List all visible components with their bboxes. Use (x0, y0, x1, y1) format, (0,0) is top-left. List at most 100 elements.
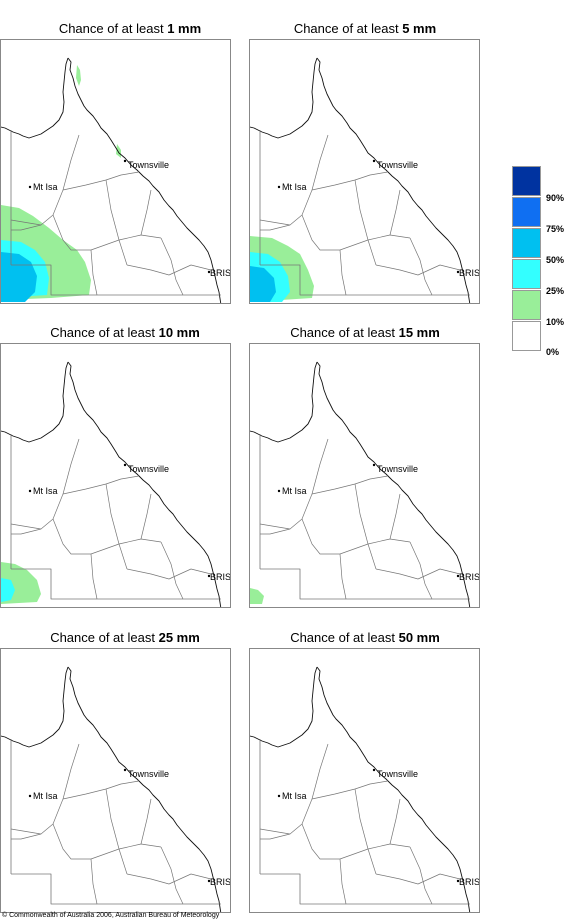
townsville-label: Townsville (377, 160, 418, 170)
map-50mm: Townsville Mt Isa BRIS (249, 648, 480, 913)
mt-isa-marker (28, 489, 32, 493)
brisbane-marker (456, 270, 460, 274)
legend-label-75: 75% (546, 224, 565, 234)
district-boundary (62, 171, 140, 191)
district-boundary (10, 438, 80, 530)
legend-swatch-50 (512, 228, 541, 258)
mt-isa-label: Mt Isa (282, 791, 307, 801)
map-25mm: Townsville Mt Isa BRIS (0, 648, 231, 913)
coastline (316, 57, 471, 303)
gulf-coastline (1, 666, 69, 748)
district-boundary (409, 846, 433, 905)
gulf-coastline (250, 361, 318, 443)
district-boundary (90, 249, 98, 296)
map-5mm: Townsville Mt Isa BRIS (249, 39, 480, 304)
district-boundary (62, 780, 140, 800)
legend-label-50: 50% (546, 255, 565, 265)
district-boundary (311, 780, 389, 800)
townsville-label: Townsville (128, 160, 169, 170)
townsville-marker (372, 463, 376, 467)
state-border (259, 434, 470, 600)
district-boundary (140, 798, 152, 845)
mt-isa-marker (277, 489, 281, 493)
gulf-coastline (1, 57, 69, 139)
district-boundary (260, 528, 291, 535)
district-boundary (126, 873, 212, 885)
district-boundary (389, 798, 401, 845)
district-boundary (140, 189, 152, 236)
district-boundary (389, 493, 401, 540)
gulf-coastline (1, 361, 69, 443)
map-1mm: Townsville Mt Isa BRIS (0, 39, 231, 304)
district-boundary (62, 475, 140, 495)
map-svg: Townsville Mt Isa BRIS (1, 361, 230, 607)
probability-area (1, 578, 15, 602)
state-border (259, 130, 470, 296)
district-boundary (389, 189, 401, 236)
district-boundary (260, 224, 291, 231)
legend-swatch-75 (512, 197, 541, 227)
map-10mm: Townsville Mt Isa BRIS (0, 343, 231, 608)
district-boundary (105, 788, 128, 875)
district-boundary (339, 858, 347, 905)
brisbane-marker (207, 574, 211, 578)
map-svg: Townsville Mt Isa BRIS (250, 361, 480, 607)
legend-label-10: 10% (546, 317, 565, 327)
legend-label-25: 25% (546, 286, 565, 296)
brisbane-label: BRIS (459, 572, 480, 582)
mt-isa-label: Mt Isa (282, 182, 307, 192)
legend-swatch-10 (512, 290, 541, 320)
mt-isa-marker (277, 185, 281, 189)
district-boundary (11, 528, 42, 535)
district-boundary (339, 553, 347, 600)
district-boundary (105, 483, 128, 570)
mt-isa-marker (277, 794, 281, 798)
coastline (67, 361, 222, 607)
coastline (67, 57, 222, 303)
district-boundary (311, 475, 389, 495)
panel-title-1mm: Chance of at least 1 mm (58, 21, 202, 36)
legend-swatch-0 (512, 321, 541, 351)
townsville-marker (123, 463, 127, 467)
map-svg: Townsville Mt Isa BRIS (250, 57, 479, 303)
district-boundary (259, 134, 329, 226)
townsville-label: Townsville (377, 769, 418, 779)
legend-swatch-25 (512, 259, 541, 289)
coastline (316, 361, 471, 607)
brisbane-label: BRIS (210, 877, 231, 887)
mt-isa-label: Mt Isa (33, 791, 58, 801)
townsville-marker (123, 768, 127, 772)
map-svg: Townsville Mt Isa BRIS (1, 666, 231, 912)
coastline (316, 666, 471, 912)
legend-label-90: 90% (546, 193, 565, 203)
map-svg: Townsville Mt Isa BRIS (1, 57, 230, 303)
district-boundary (160, 541, 184, 600)
mt-isa-label: Mt Isa (33, 182, 58, 192)
panel-title-15mm: Chance of at least 15 mm (290, 325, 440, 340)
district-boundary (160, 846, 184, 905)
district-boundary (259, 438, 329, 530)
gulf-coastline (250, 57, 318, 139)
district-boundary (354, 788, 377, 875)
district-boundary (259, 743, 329, 835)
district-boundary (409, 237, 433, 296)
district-boundary (409, 541, 433, 600)
district-boundary (10, 134, 80, 226)
townsville-marker (372, 159, 376, 163)
district-boundary (11, 833, 42, 840)
brisbane-label: BRIS (459, 877, 480, 887)
townsville-label: Townsville (128, 464, 169, 474)
mt-isa-label: Mt Isa (282, 486, 307, 496)
district-boundary (126, 264, 212, 276)
panel-title-10mm: Chance of at least 10 mm (50, 325, 200, 340)
probability-area (1, 252, 37, 302)
panel-title-25mm: Chance of at least 25 mm (50, 630, 200, 645)
district-boundary (10, 743, 80, 835)
district-boundary (354, 483, 377, 570)
brisbane-marker (456, 879, 460, 883)
townsville-label: Townsville (377, 464, 418, 474)
district-boundary (339, 249, 347, 296)
mt-isa-marker (28, 185, 32, 189)
probability-area (250, 588, 264, 604)
legend-swatch-90 (512, 166, 541, 196)
